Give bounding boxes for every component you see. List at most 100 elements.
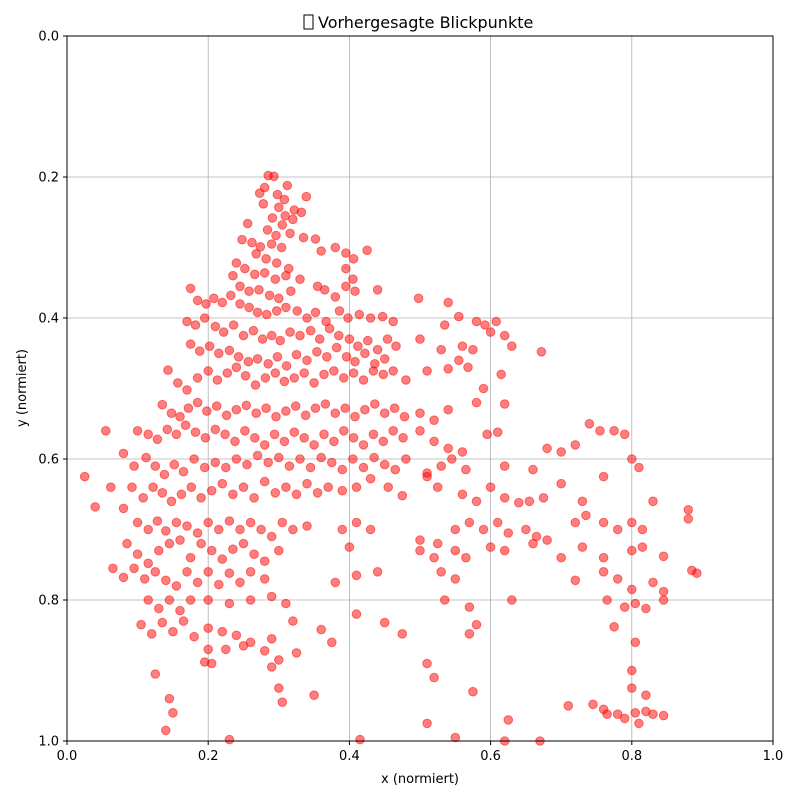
gaze-point <box>630 598 641 609</box>
gaze-point <box>302 355 312 366</box>
gaze-point <box>485 482 496 493</box>
gaze-point <box>157 399 168 410</box>
gaze-point <box>118 572 129 583</box>
gaze-point <box>245 567 256 577</box>
gaze-point <box>329 366 339 376</box>
gaze-point <box>266 634 277 644</box>
gaze-point <box>132 426 143 436</box>
gaze-point <box>143 558 153 569</box>
gaze-point <box>209 293 219 304</box>
gaze-point <box>439 595 450 605</box>
gaze-point <box>214 348 224 359</box>
gaze-point <box>214 579 224 590</box>
gaze-point <box>341 352 352 362</box>
gaze-point <box>254 188 265 198</box>
gaze-point <box>284 461 295 471</box>
gaze-point <box>231 630 242 641</box>
gaze-point <box>263 359 274 369</box>
gaze-point <box>365 473 376 484</box>
gaze-point <box>478 383 489 394</box>
gaze-point <box>274 452 284 463</box>
gaze-point <box>485 327 496 337</box>
gaze-point <box>228 544 238 555</box>
gaze-point <box>231 258 242 268</box>
gaze-point <box>316 452 327 463</box>
gaze-point <box>106 482 116 493</box>
gaze-point <box>310 307 321 318</box>
gaze-point <box>182 567 192 577</box>
gaze-point <box>388 366 399 376</box>
gaze-point <box>312 347 322 357</box>
gaze-point <box>254 285 264 295</box>
gaze-point <box>243 356 254 367</box>
gaze-point <box>157 617 168 628</box>
gaze-point <box>258 199 269 209</box>
gaze-point <box>212 375 223 385</box>
gaze-point <box>185 595 196 605</box>
gaze-point <box>249 493 259 503</box>
gaze-point <box>337 485 348 496</box>
gaze-point <box>256 524 266 535</box>
gaze-point <box>627 517 637 528</box>
gaze-point <box>127 482 137 493</box>
gaze-point <box>627 454 637 464</box>
gaze-point <box>634 718 644 729</box>
gaze-point <box>288 214 298 225</box>
gaze-point <box>598 471 609 482</box>
gaze-point <box>330 408 341 419</box>
gaze-point <box>457 447 468 457</box>
gaze-point <box>461 464 471 475</box>
gaze-point <box>570 575 581 586</box>
gaze-point <box>602 709 612 720</box>
gaze-point <box>238 482 249 493</box>
gaze-point <box>285 327 295 337</box>
gaze-point <box>372 285 383 295</box>
gaze-point <box>164 693 175 704</box>
gaze-point <box>242 459 252 470</box>
gaze-point <box>274 202 284 213</box>
gaze-point <box>581 510 591 521</box>
gaze-point <box>274 683 284 693</box>
gaze-point <box>577 496 588 507</box>
gaze-point <box>262 309 272 320</box>
y-tick-label: 0.0 <box>38 30 59 45</box>
chart-title: Vorhergesagte Blickpunkte <box>303 13 533 32</box>
x-tick-label: 0.4 <box>339 749 360 764</box>
gaze-point <box>276 242 287 253</box>
gaze-point <box>327 457 337 468</box>
gaze-point <box>360 404 370 415</box>
gaze-point <box>263 457 274 468</box>
gaze-point <box>281 482 291 493</box>
gaze-point <box>192 295 203 306</box>
gaze-point <box>281 598 291 609</box>
gaze-point <box>192 528 203 538</box>
gaze-point <box>224 516 235 526</box>
gaze-point <box>499 461 510 471</box>
gaze-point <box>464 602 475 612</box>
gaze-point <box>432 538 443 549</box>
gaze-point <box>295 330 305 341</box>
gaze-point <box>379 408 390 419</box>
gaze-point <box>279 436 290 447</box>
gaze-point <box>251 249 262 259</box>
gaze-point <box>237 234 247 245</box>
gaze-point <box>499 493 510 503</box>
gaze-point <box>302 521 312 531</box>
gaze-point <box>272 352 283 362</box>
gaze-point <box>454 355 464 366</box>
gaze-point <box>331 342 342 353</box>
gaze-point <box>281 361 292 371</box>
gaze-point <box>203 623 213 634</box>
y-axis-ticks: 0.0 0.2 0.4 0.6 0.8 1.0 <box>38 30 67 750</box>
gaze-point <box>201 299 211 309</box>
gaze-point <box>259 556 270 567</box>
gaze-point <box>627 683 637 693</box>
gaze-point <box>429 672 439 683</box>
gaze-point <box>162 424 173 435</box>
gaze-point <box>298 232 309 243</box>
gaze-point <box>154 603 164 614</box>
gaze-point <box>259 440 270 450</box>
gaze-point <box>422 366 432 376</box>
gaze-point <box>641 690 651 701</box>
gaze-point <box>305 462 316 473</box>
